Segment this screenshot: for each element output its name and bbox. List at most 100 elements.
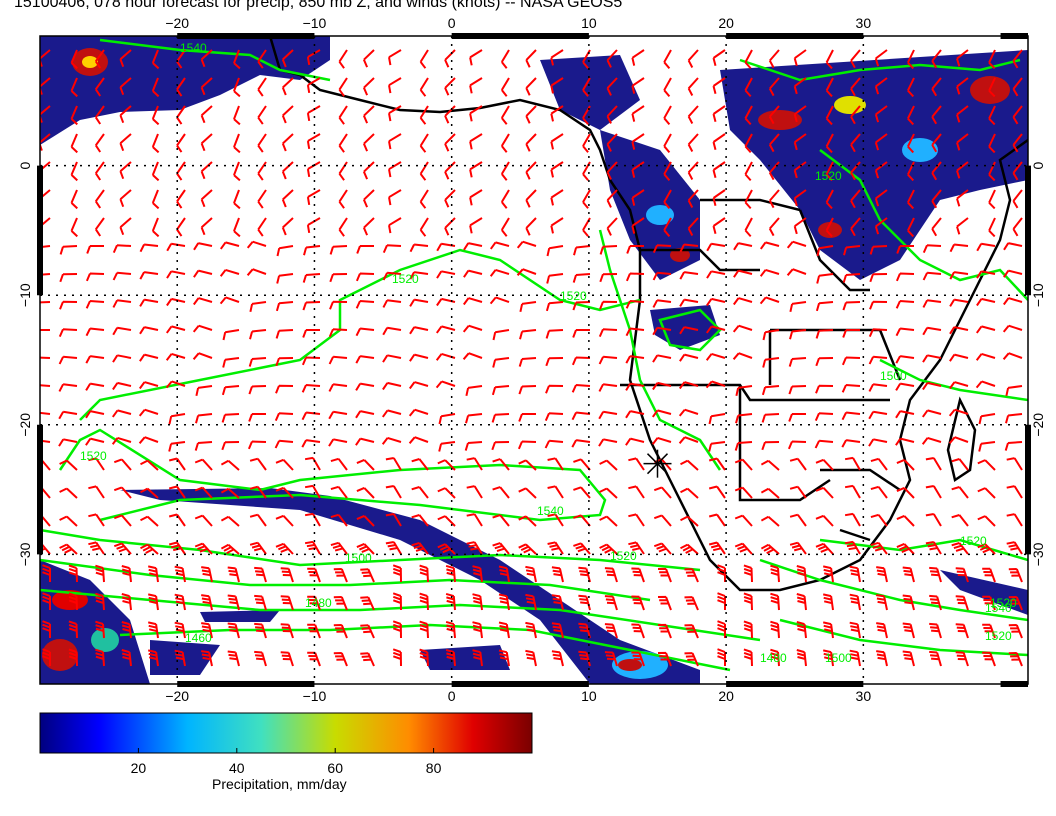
wind-barb xyxy=(275,357,294,367)
wind-barb xyxy=(1012,133,1023,153)
wind-barb xyxy=(525,77,537,96)
wind-barb xyxy=(489,241,510,250)
wind-barb xyxy=(516,240,537,249)
wind-barb xyxy=(85,355,105,364)
lat-tick-label-left: −30 xyxy=(17,542,33,566)
wind-barb xyxy=(844,456,861,471)
wind-barb xyxy=(870,541,888,555)
wind-barb xyxy=(628,485,645,499)
wind-barb xyxy=(1005,385,1023,397)
wind-barb xyxy=(841,411,861,421)
wind-barb xyxy=(257,133,267,153)
wind-barb xyxy=(166,242,186,252)
wind-barb xyxy=(419,620,429,639)
wind-barb xyxy=(842,329,860,338)
wind-barb xyxy=(42,592,51,610)
wind-barb xyxy=(437,543,456,555)
wind-barb xyxy=(712,105,726,123)
wind-barb xyxy=(816,273,834,284)
wind-barb xyxy=(138,436,159,444)
wind-barb xyxy=(444,105,456,124)
wind-barb xyxy=(113,514,132,527)
wind-barb xyxy=(571,411,591,421)
wind-barb xyxy=(201,650,213,667)
wind-barb xyxy=(176,133,186,153)
wind-barb xyxy=(409,326,429,335)
wind-barb xyxy=(789,329,807,340)
wind-barb xyxy=(925,513,942,527)
contour-label: 1520 xyxy=(985,629,1012,643)
wind-barb xyxy=(708,457,726,471)
wind-barb xyxy=(825,189,834,210)
wind-barb xyxy=(119,133,132,152)
lon-tick-label-top: 10 xyxy=(581,15,597,31)
wind-barb xyxy=(770,620,780,639)
wind-barb xyxy=(759,268,780,277)
wind-barb xyxy=(951,458,969,471)
wind-barb xyxy=(518,543,537,555)
wind-barb xyxy=(469,77,483,94)
wind-barb xyxy=(687,49,699,68)
wind-barb xyxy=(956,161,969,179)
wind-barb xyxy=(257,161,267,181)
wind-barb xyxy=(796,649,807,667)
wind-barb xyxy=(988,133,996,154)
contour-line xyxy=(658,308,722,352)
wind-barb xyxy=(868,355,888,365)
wind-barb xyxy=(147,565,159,583)
wind-barb xyxy=(626,245,644,254)
wind-barb xyxy=(551,594,564,611)
wind-barb xyxy=(546,245,564,257)
wind-barb xyxy=(174,649,186,667)
wind-barb xyxy=(895,327,915,337)
wind-barb xyxy=(760,487,780,499)
lon-tick-label-bottom: 20 xyxy=(718,688,734,704)
wind-barb xyxy=(176,161,186,181)
wind-barb xyxy=(902,650,915,667)
wind-barb xyxy=(419,49,429,69)
wind-barb xyxy=(1008,624,1023,639)
wind-barb xyxy=(631,161,645,178)
wind-barb xyxy=(606,77,618,96)
wind-barb xyxy=(385,513,402,527)
wind-barb xyxy=(1012,161,1023,181)
wind-barb xyxy=(931,217,942,237)
wind-barb xyxy=(219,241,240,250)
lat-tick-label-left: −20 xyxy=(17,413,33,437)
wind-barb xyxy=(896,245,914,254)
wind-barb xyxy=(822,649,834,667)
wind-barb xyxy=(306,133,321,150)
wind-barb xyxy=(582,77,591,97)
wind-barb xyxy=(599,515,618,527)
wind-barb xyxy=(491,385,510,396)
wind-barb xyxy=(604,651,618,667)
wind-barb xyxy=(545,301,564,312)
wind-barb xyxy=(466,457,483,471)
wind-barb xyxy=(956,217,969,235)
wind-barb xyxy=(139,326,159,335)
wind-barb xyxy=(408,408,429,417)
wind-barb xyxy=(85,300,105,309)
wind-barb xyxy=(492,542,510,555)
wind-barb xyxy=(678,381,699,390)
wind-barb xyxy=(825,161,834,182)
wind-barb xyxy=(743,592,753,611)
wind-barb xyxy=(360,624,375,639)
wind-barb xyxy=(922,244,942,254)
wind-barb xyxy=(281,217,294,236)
wind-barb xyxy=(734,514,753,527)
wind-barb xyxy=(151,49,160,70)
wind-barb xyxy=(631,567,645,583)
wind-barb xyxy=(233,189,241,210)
lon-tick-label-bottom: 10 xyxy=(581,688,597,704)
contour-label: 1520 xyxy=(560,289,587,303)
wind-barb xyxy=(466,485,483,499)
wind-barb xyxy=(1002,352,1023,360)
wind-barbs xyxy=(40,49,1023,667)
wind-barb xyxy=(679,243,699,253)
wind-barb xyxy=(438,441,456,452)
wind-barb xyxy=(151,77,160,98)
wind-barb xyxy=(631,77,645,94)
